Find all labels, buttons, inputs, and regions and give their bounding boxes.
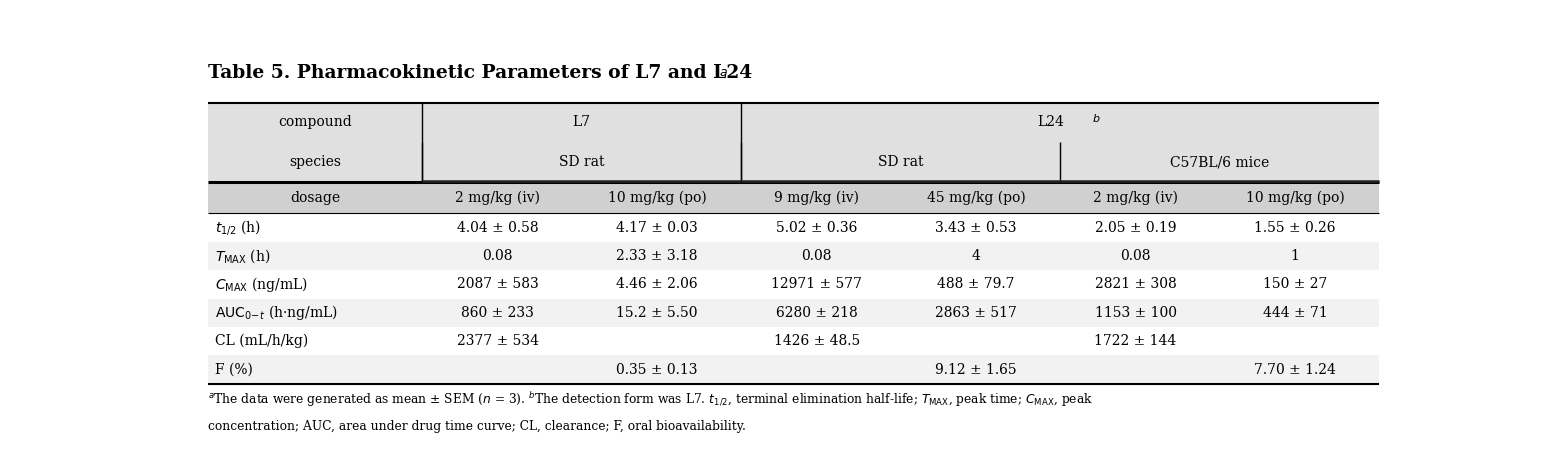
Text: 12971 ± 577: 12971 ± 577: [771, 277, 862, 292]
Text: 0.08: 0.08: [483, 249, 512, 263]
Text: 15.2 ± 5.50: 15.2 ± 5.50: [616, 306, 698, 320]
Bar: [207, 142, 1379, 182]
Text: 0.35 ± 0.13: 0.35 ± 0.13: [616, 363, 698, 377]
Text: 1: 1: [1291, 249, 1299, 263]
Bar: [207, 182, 1379, 213]
Text: 2821 ± 308: 2821 ± 308: [1094, 277, 1176, 292]
Text: $\mathit{b}$: $\mathit{b}$: [1091, 112, 1101, 124]
Text: $\mathrm{AUC}_{0\!-\!t}$ (h·ng/mL): $\mathrm{AUC}_{0\!-\!t}$ (h·ng/mL): [215, 303, 337, 322]
Text: 5.02 ± 0.36: 5.02 ± 0.36: [776, 220, 858, 234]
Text: $C_{\mathrm{MAX}}$ (ng/mL): $C_{\mathrm{MAX}}$ (ng/mL): [215, 275, 308, 294]
Bar: [207, 103, 1379, 142]
Text: 4.46 ± 2.06: 4.46 ± 2.06: [616, 277, 698, 292]
Text: 488 ± 79.7: 488 ± 79.7: [938, 277, 1015, 292]
Text: 860 ± 233: 860 ± 233: [461, 306, 534, 320]
Bar: [207, 242, 1379, 270]
Text: compound: compound: [279, 116, 351, 130]
Text: species: species: [289, 155, 341, 169]
Text: 1153 ± 100: 1153 ± 100: [1094, 306, 1176, 320]
Text: 0.08: 0.08: [1121, 249, 1150, 263]
Text: $t_{1/2}$ (h): $t_{1/2}$ (h): [215, 218, 262, 237]
Text: 4.04 ± 0.58: 4.04 ± 0.58: [457, 220, 539, 234]
Bar: [207, 356, 1379, 384]
Text: concentration; AUC, area under drug time curve; CL, clearance; F, oral bioavaila: concentration; AUC, area under drug time…: [207, 419, 746, 432]
Text: SD rat: SD rat: [559, 155, 604, 169]
Bar: [207, 299, 1379, 327]
Text: 2 mg/kg (iv): 2 mg/kg (iv): [455, 191, 540, 205]
Text: 0.08: 0.08: [802, 249, 831, 263]
Text: 2.33 ± 3.18: 2.33 ± 3.18: [616, 249, 698, 263]
Text: 7.70 ± 1.24: 7.70 ± 1.24: [1254, 363, 1336, 377]
Text: 2377 ± 534: 2377 ± 534: [457, 334, 539, 348]
Text: 10 mg/kg (po): 10 mg/kg (po): [1246, 191, 1344, 205]
Text: 2 mg/kg (iv): 2 mg/kg (iv): [1093, 191, 1178, 205]
Text: $\mathit{a}$: $\mathit{a}$: [718, 66, 728, 79]
Text: $T_{\mathrm{MAX}}$ (h): $T_{\mathrm{MAX}}$ (h): [215, 247, 271, 265]
Text: dosage: dosage: [289, 191, 341, 205]
Text: Table 5. Pharmacokinetic Parameters of L7 and L24: Table 5. Pharmacokinetic Parameters of L…: [207, 64, 752, 82]
Text: 4: 4: [972, 249, 980, 263]
Text: F (%): F (%): [215, 363, 252, 377]
Text: 1722 ± 144: 1722 ± 144: [1094, 334, 1176, 348]
Text: 4.17 ± 0.03: 4.17 ± 0.03: [616, 220, 698, 234]
Text: $^a$The data were generated as mean $\pm$ SEM ($n$ = 3). $^b$The detection form : $^a$The data were generated as mean $\pm…: [207, 390, 1093, 409]
Text: SD rat: SD rat: [878, 155, 923, 169]
Bar: [207, 270, 1379, 299]
Text: 1.55 ± 0.26: 1.55 ± 0.26: [1254, 220, 1336, 234]
Text: 2.05 ± 0.19: 2.05 ± 0.19: [1094, 220, 1176, 234]
Text: 150 ± 27: 150 ± 27: [1263, 277, 1327, 292]
Text: 1426 ± 48.5: 1426 ± 48.5: [774, 334, 859, 348]
Text: 10 mg/kg (po): 10 mg/kg (po): [608, 191, 706, 205]
Text: 9 mg/kg (iv): 9 mg/kg (iv): [774, 191, 859, 205]
Text: 3.43 ± 0.53: 3.43 ± 0.53: [935, 220, 1017, 234]
Text: L7: L7: [573, 116, 591, 130]
Text: L24: L24: [1037, 116, 1063, 130]
Bar: [207, 327, 1379, 356]
Text: 6280 ± 218: 6280 ± 218: [776, 306, 858, 320]
Text: 9.12 ± 1.65: 9.12 ± 1.65: [935, 363, 1017, 377]
Text: 444 ± 71: 444 ± 71: [1263, 306, 1327, 320]
Text: 2087 ± 583: 2087 ± 583: [457, 277, 539, 292]
Text: 2863 ± 517: 2863 ± 517: [935, 306, 1017, 320]
Text: C57BL/6 mice: C57BL/6 mice: [1170, 155, 1269, 169]
Text: CL (mL/h/kg): CL (mL/h/kg): [215, 334, 308, 348]
Text: 45 mg/kg (po): 45 mg/kg (po): [927, 191, 1025, 205]
Bar: [207, 213, 1379, 242]
